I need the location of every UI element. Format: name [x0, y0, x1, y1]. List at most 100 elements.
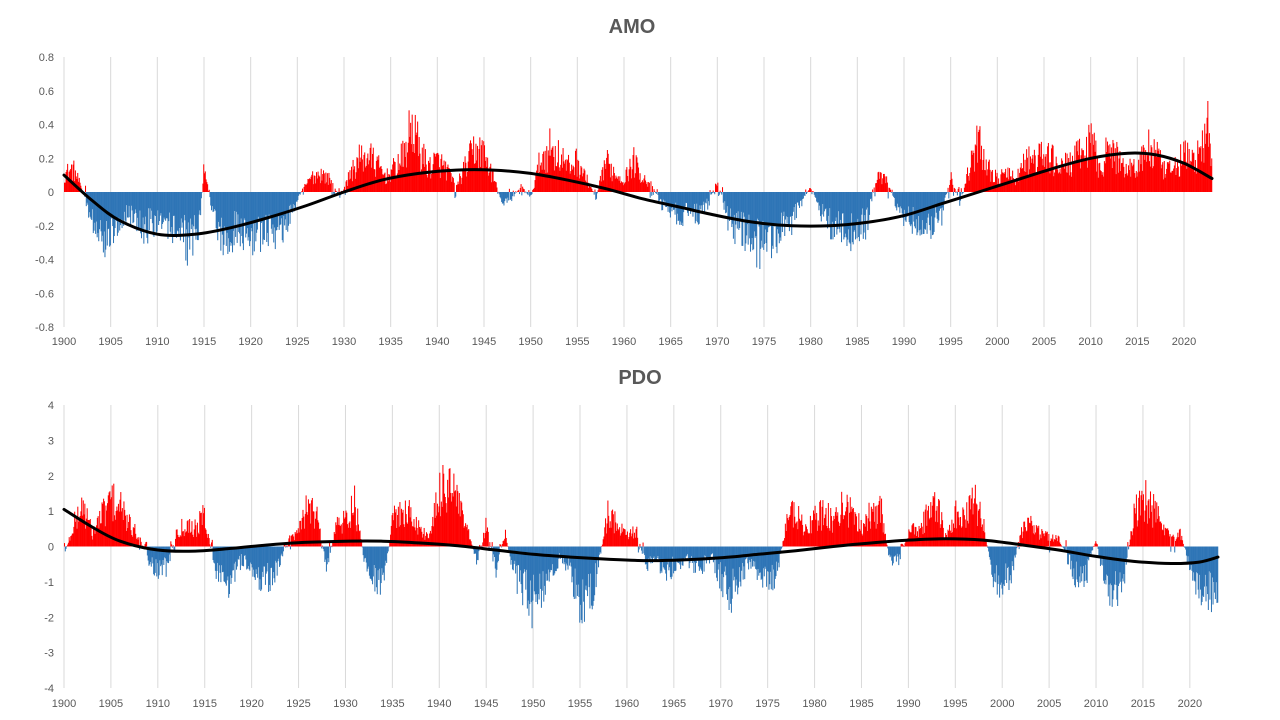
amo-bar: [593, 192, 595, 195]
pdo-bar: [285, 546, 287, 548]
pdo-bar: [520, 546, 522, 585]
pdo-bar: [798, 518, 800, 547]
pdo-bar: [636, 526, 638, 547]
amo-bar: [234, 192, 236, 211]
pdo-bar: [814, 505, 816, 547]
pdo-bar: [1081, 546, 1083, 574]
amo-bar: [289, 192, 291, 224]
pdo-bar: [838, 521, 840, 547]
amo-bar: [819, 192, 821, 206]
amo-bar: [831, 192, 833, 222]
pdo-bar: [1071, 546, 1073, 577]
pdo-bar: [206, 533, 208, 547]
pdo-bar: [252, 546, 254, 577]
pdo-bar: [271, 546, 273, 586]
pdo-bar: [715, 546, 717, 558]
pdo-bar: [949, 524, 951, 547]
pdo-bar: [891, 546, 893, 561]
pdo-bar: [854, 512, 856, 547]
amo-bar: [787, 192, 789, 217]
amo-bar: [1044, 166, 1046, 192]
pdo-bar: [134, 523, 136, 547]
pdo-bar: [1139, 490, 1141, 547]
pdo-bar: [618, 530, 620, 547]
amo-bar: [418, 137, 420, 192]
pdo-bar: [1120, 546, 1122, 582]
amo-bar: [635, 155, 637, 192]
pdo-bar: [1114, 546, 1116, 585]
pdo-bar: [522, 546, 524, 574]
amo-bar: [192, 192, 194, 256]
amo-bar: [357, 158, 359, 192]
pdo-bar: [1008, 546, 1010, 591]
amo-x-tick-label: 1950: [518, 336, 542, 348]
pdo-bar: [847, 501, 849, 547]
amo-bar: [440, 158, 442, 192]
amo-bar: [965, 183, 967, 192]
amo-bar: [701, 192, 703, 212]
amo-bar: [925, 192, 927, 230]
amo-bar: [498, 191, 500, 193]
pdo-bar: [430, 533, 432, 547]
pdo-bar: [711, 546, 713, 554]
pdo-bar: [298, 532, 300, 547]
pdo-bar: [182, 531, 184, 547]
pdo-bar: [610, 527, 612, 547]
pdo-bar: [714, 546, 716, 574]
amo-bar: [863, 192, 865, 233]
amo-bar: [1146, 154, 1148, 192]
pdo-bar: [1135, 513, 1137, 547]
pdo-bar: [115, 511, 117, 547]
pdo-bar: [1037, 528, 1039, 547]
pdo-bar: [122, 520, 124, 547]
amo-bar: [134, 192, 136, 214]
amo-bar: [300, 192, 302, 193]
amo-bar: [913, 192, 915, 222]
pdo-bar: [681, 546, 683, 566]
pdo-bar: [1171, 536, 1173, 547]
pdo-bar: [1151, 505, 1153, 547]
pdo-bar: [970, 498, 972, 547]
pdo-bar: [648, 546, 650, 559]
pdo-bar: [1182, 543, 1184, 547]
amo-bar: [533, 187, 535, 192]
pdo-bar: [1182, 540, 1184, 547]
pdo-bar: [1153, 508, 1155, 547]
amo-bar: [89, 192, 91, 217]
pdo-bar: [116, 506, 118, 547]
pdo-bar: [136, 537, 138, 547]
pdo-bar: [225, 546, 227, 584]
amo-bar: [550, 149, 552, 192]
amo-bar: [320, 168, 322, 192]
pdo-bar: [474, 546, 476, 554]
pdo-bar: [391, 515, 393, 547]
pdo-bar: [1096, 544, 1098, 547]
amo-bar: [626, 167, 628, 192]
amo-bar: [245, 192, 247, 238]
pdo-bar: [855, 513, 857, 547]
amo-bar: [107, 192, 109, 230]
amo-bar: [589, 184, 591, 192]
pdo-bar: [236, 546, 238, 567]
amo-bar: [718, 192, 720, 195]
pdo-bar: [725, 546, 727, 576]
pdo-bar: [315, 511, 317, 547]
amo-bar: [408, 110, 410, 192]
pdo-bar: [954, 506, 956, 547]
pdo-bar: [1067, 546, 1069, 565]
amo-bar: [894, 192, 896, 207]
pdo-bar: [204, 528, 206, 547]
pdo-bar: [913, 523, 915, 547]
pdo-bar: [450, 492, 452, 547]
pdo-bar: [395, 509, 397, 547]
pdo-bar: [518, 546, 520, 566]
pdo-bar: [422, 534, 424, 547]
pdo-bar: [1019, 535, 1021, 547]
pdo-bar: [1042, 533, 1044, 547]
amo-bar: [1087, 160, 1089, 192]
pdo-bar: [817, 520, 819, 547]
pdo-bar: [458, 493, 460, 547]
pdo-bar: [379, 546, 381, 595]
amo-bar: [536, 164, 538, 192]
amo-bar: [543, 151, 545, 192]
